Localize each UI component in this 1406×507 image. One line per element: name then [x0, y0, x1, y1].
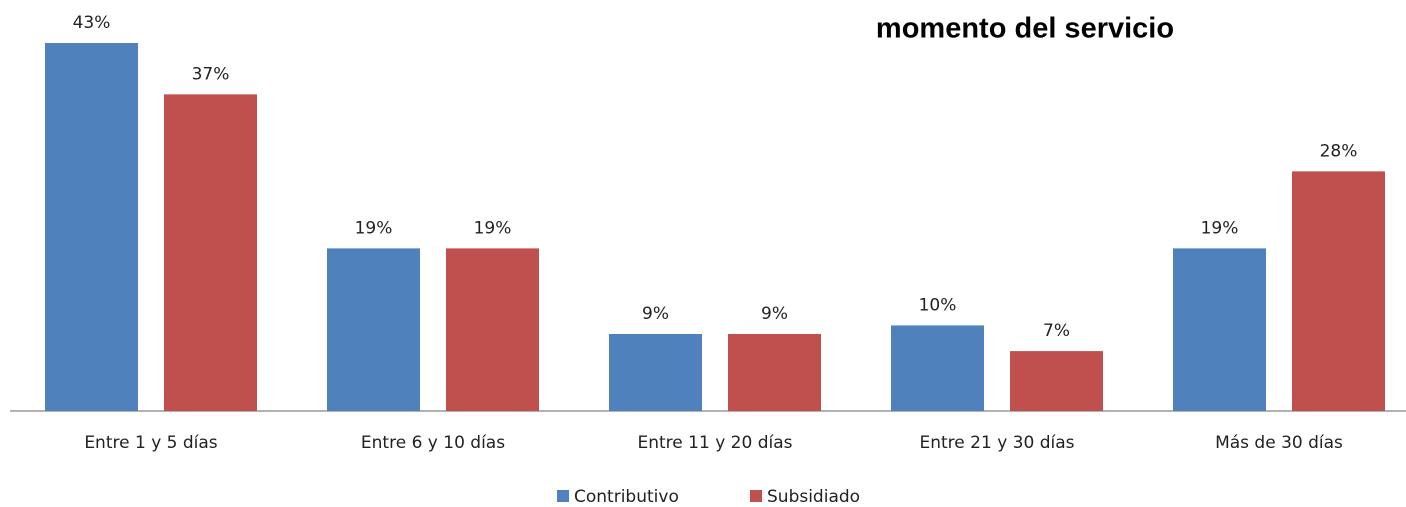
- x-tick-label: Más de 30 días: [1215, 433, 1343, 453]
- x-tick-label: Entre 1 y 5 días: [84, 433, 217, 453]
- bar: [446, 248, 539, 411]
- bar: [45, 43, 138, 411]
- bar: [1010, 351, 1103, 411]
- x-tick-label: Entre 6 y 10 días: [361, 433, 505, 453]
- legend-label: Contributivo: [574, 487, 679, 507]
- legend-swatch: [557, 490, 569, 502]
- bar: [327, 248, 420, 411]
- bar: [1292, 171, 1385, 411]
- data-label: 9%: [761, 304, 788, 324]
- bar: [728, 333, 821, 411]
- data-label: 28%: [1320, 141, 1358, 161]
- data-label: 19%: [355, 218, 393, 238]
- x-tick-label: Entre 11 y 20 días: [638, 433, 793, 453]
- x-tick-label: Entre 21 y 30 días: [920, 433, 1075, 453]
- bar: [164, 94, 257, 411]
- data-label: 37%: [192, 64, 230, 84]
- bar: [1173, 248, 1266, 411]
- chart-title: momento del servicio: [876, 13, 1174, 45]
- data-label: 9%: [642, 304, 669, 324]
- legend-label: Subsidiado: [767, 487, 860, 507]
- bar: [891, 325, 984, 411]
- data-label: 19%: [474, 218, 512, 238]
- data-label: 7%: [1043, 321, 1070, 341]
- data-label: 43%: [73, 13, 111, 33]
- data-label: 19%: [1201, 218, 1239, 238]
- legend-swatch: [750, 490, 762, 502]
- data-label: 10%: [919, 295, 957, 315]
- bar: [609, 333, 702, 411]
